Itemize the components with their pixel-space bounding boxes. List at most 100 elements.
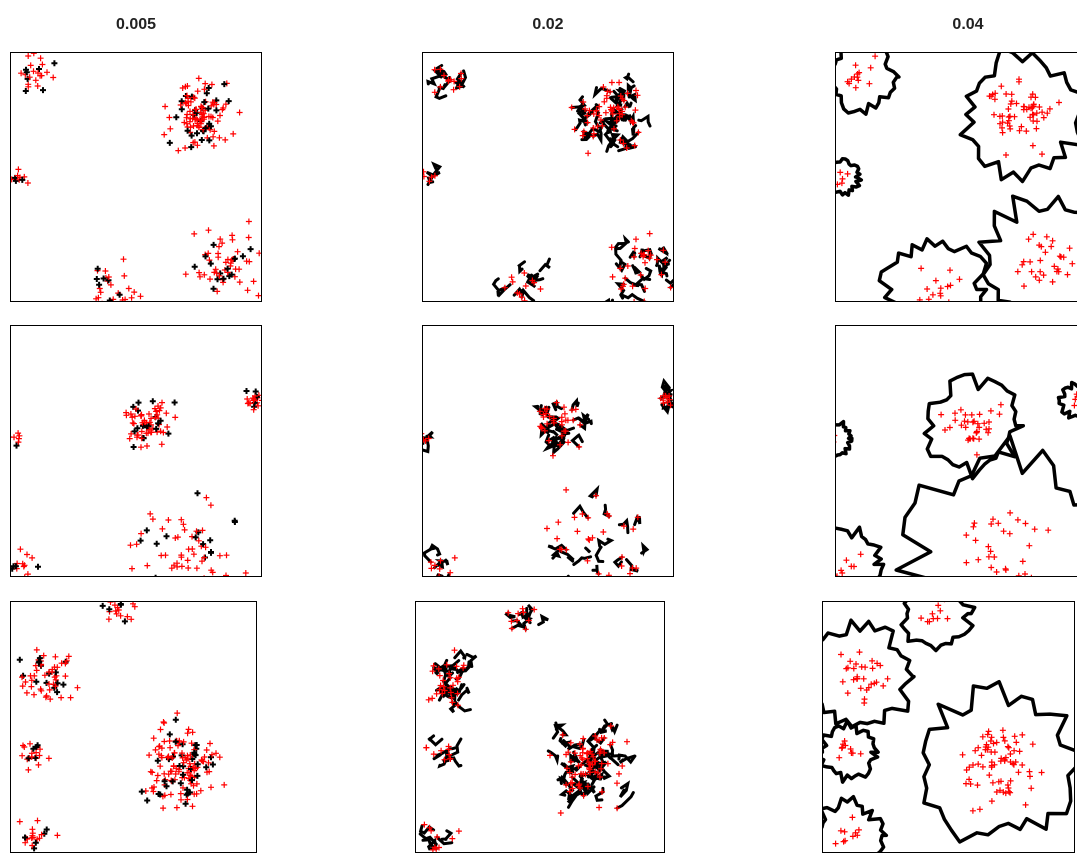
red-point (138, 428, 145, 435)
red-point (175, 742, 181, 749)
red-point (426, 824, 433, 831)
red-point (460, 662, 467, 669)
red-point (508, 274, 515, 281)
red-point (441, 756, 448, 763)
contour-fragment (594, 786, 605, 802)
red-point (151, 405, 158, 412)
red-point (167, 791, 174, 798)
black-point (207, 123, 214, 130)
red-point (640, 253, 647, 260)
black-point (225, 98, 232, 105)
red-point (159, 525, 166, 532)
red-point (436, 686, 443, 693)
red-point (995, 778, 1002, 785)
red-point (635, 129, 642, 136)
red-point (31, 691, 37, 698)
red-point (604, 760, 611, 767)
red-point (11, 434, 17, 441)
red-point (174, 710, 181, 717)
red-point (942, 427, 948, 433)
red-point (537, 286, 544, 292)
red-point (853, 675, 860, 682)
red-point (178, 554, 185, 561)
red-point (1038, 769, 1045, 776)
red-point (201, 114, 208, 121)
black-point (19, 176, 26, 183)
red-point (1029, 741, 1036, 748)
red-point (646, 230, 653, 237)
contour-fragment (559, 550, 575, 563)
black-point (224, 265, 231, 272)
red-point (556, 546, 563, 553)
red-point (971, 418, 978, 425)
red-point (1005, 117, 1012, 124)
red-point (608, 244, 615, 251)
black-point (60, 681, 67, 688)
red-point (144, 562, 151, 569)
red-point (203, 747, 210, 753)
red-point (146, 426, 153, 433)
red-point (221, 609, 227, 615)
red-point (160, 429, 167, 436)
black-point (247, 246, 254, 253)
red-point (242, 570, 249, 576)
black-point (51, 60, 58, 67)
red-point (563, 751, 570, 758)
black-point (23, 69, 30, 76)
red-point (1001, 757, 1008, 764)
red-point (867, 64, 874, 71)
contour-fragment (617, 517, 630, 535)
black-point (157, 791, 164, 798)
red-point (198, 757, 205, 763)
black-point (36, 655, 43, 662)
red-point (422, 433, 425, 435)
red-point (585, 150, 592, 157)
contour-fragment (584, 546, 592, 554)
red-point (191, 767, 198, 774)
red-point (986, 93, 993, 100)
red-point (828, 441, 834, 447)
red-point (458, 75, 465, 82)
red-point (616, 770, 622, 777)
contour-fragment (607, 134, 617, 146)
red-point (982, 744, 989, 750)
red-point (449, 835, 456, 842)
red-point (43, 692, 50, 699)
red-point (128, 294, 135, 301)
contour (835, 52, 901, 116)
red-point (860, 675, 867, 682)
red-point (207, 740, 213, 747)
red-point (429, 846, 436, 853)
red-point (451, 78, 458, 85)
red-point (1013, 100, 1020, 107)
red-point (849, 814, 856, 821)
red-point (568, 407, 575, 414)
red-point (1007, 101, 1014, 107)
red-point (194, 142, 201, 149)
red-point (998, 83, 1005, 90)
red-point (979, 733, 986, 740)
red-point (446, 751, 453, 758)
red-point (166, 738, 173, 744)
red-point (596, 804, 603, 811)
red-point (430, 751, 437, 758)
red-point (34, 83, 41, 89)
red-point (580, 128, 587, 135)
red-point (152, 746, 159, 753)
red-point (1019, 558, 1026, 565)
red-point (154, 411, 161, 418)
red-point (1033, 125, 1040, 132)
red-point (580, 585, 586, 591)
red-point (553, 399, 560, 406)
contour-fragment (576, 103, 585, 119)
red-point (236, 109, 243, 116)
contour-fragment (426, 176, 435, 186)
red-point (1011, 747, 1018, 754)
red-point (173, 804, 180, 811)
contour-fragment (587, 484, 600, 499)
red-point (171, 562, 177, 569)
contour-fragment (612, 555, 624, 569)
red-point (190, 782, 197, 789)
red-point (244, 585, 250, 591)
red-point (946, 424, 953, 431)
